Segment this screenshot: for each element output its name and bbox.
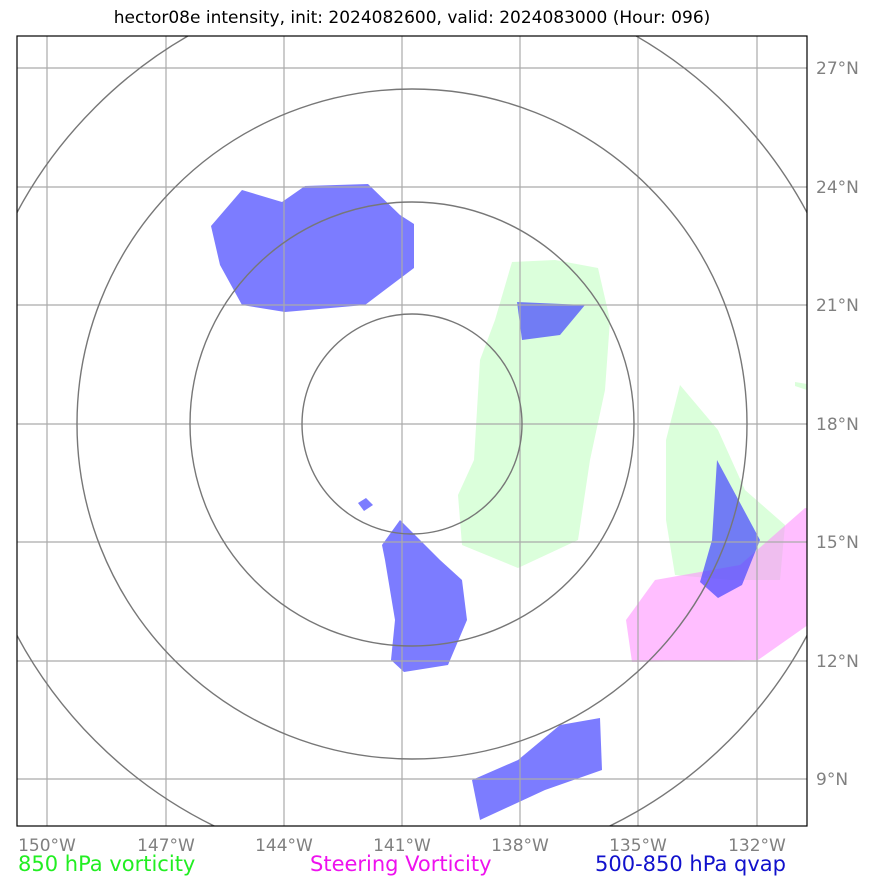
qvap-shading bbox=[211, 184, 760, 820]
lat-tick: 15°N bbox=[816, 533, 859, 553]
range-ring-3 bbox=[76, 88, 748, 760]
legend-qvap: 500-850 hPa qvap bbox=[595, 852, 786, 876]
lon-tick: 132°W bbox=[728, 836, 786, 856]
range-ring-1 bbox=[301, 313, 523, 535]
lon-tick: 147°W bbox=[137, 836, 195, 856]
lat-tick: 27°N bbox=[816, 59, 859, 79]
lat-tick: 12°N bbox=[816, 652, 859, 672]
graticule bbox=[17, 36, 807, 826]
legend-steering: Steering Vorticity bbox=[310, 852, 492, 876]
lat-tick: 24°N bbox=[816, 178, 859, 198]
qvap-region-small bbox=[358, 498, 373, 511]
lon-tick: 150°W bbox=[18, 836, 76, 856]
lat-tick-labels: 27°N 24°N 21°N 18°N 15°N 12°N 9°N bbox=[816, 59, 859, 790]
vort850-region-edge bbox=[795, 382, 807, 390]
legend-vort850: 850 hPa vorticity bbox=[18, 852, 196, 876]
lat-tick: 9°N bbox=[816, 770, 848, 790]
range-ring-2 bbox=[189, 201, 635, 647]
range-ring-4 bbox=[17, 36, 807, 826]
qvap-region-center bbox=[382, 520, 467, 672]
lon-tick: 141°W bbox=[373, 836, 431, 856]
qvap-region-south bbox=[472, 718, 602, 820]
lon-tick-labels: 150°W 147°W 144°W 141°W 138°W 135°W 132°… bbox=[18, 836, 786, 856]
range-rings bbox=[17, 36, 807, 826]
plot-frame bbox=[16, 35, 808, 827]
qvap-region-northeast bbox=[517, 302, 585, 340]
vort850-region-central bbox=[458, 260, 610, 568]
lat-tick: 18°N bbox=[816, 415, 859, 435]
lon-tick: 138°W bbox=[491, 836, 549, 856]
qvap-region-northwest bbox=[211, 184, 414, 312]
lon-tick: 135°W bbox=[609, 836, 667, 856]
map-title: hector08e intensity, init: 2024082600, v… bbox=[113, 8, 711, 28]
lon-tick: 144°W bbox=[255, 836, 313, 856]
lat-tick: 21°N bbox=[816, 296, 859, 316]
